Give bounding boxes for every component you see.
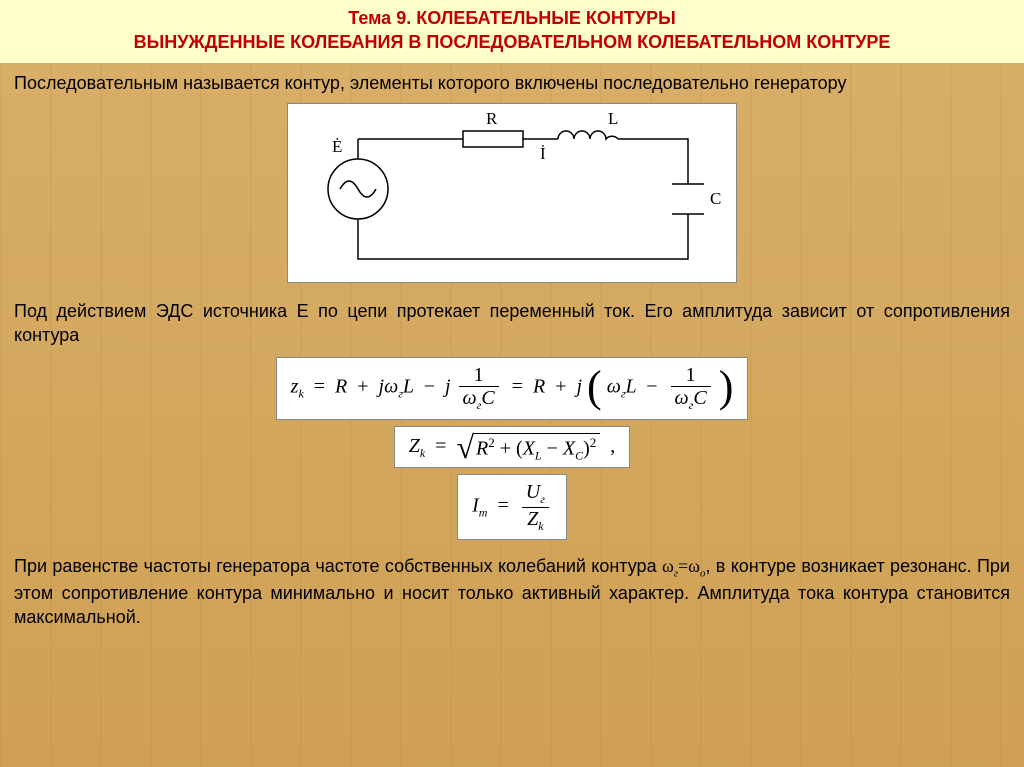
title-line-1: Тема 9. КОЛЕБАТЕЛЬНЫЕ КОНТУРЫ xyxy=(10,6,1014,30)
paragraph-2: Под действием ЭДС источника E по цепи пр… xyxy=(0,291,1024,352)
paragraph-3a: При равенстве частоты генератора частоте… xyxy=(14,556,662,576)
paragraph-1: Последовательным называется контур, элем… xyxy=(0,63,1024,99)
resonance-condition: ωг=ωо xyxy=(662,556,706,576)
circuit-diagram: Ė R L İ C xyxy=(287,103,737,283)
formula-1-row: zk = R + jωгL − j 1 ωгC = R + j ( ωгL − … xyxy=(0,357,1024,419)
paragraph-3: При равенстве частоты генератора частоте… xyxy=(0,546,1024,634)
circuit-label-l: L xyxy=(608,109,618,128)
circuit-label-r: R xyxy=(486,109,498,128)
circuit-label-i: İ xyxy=(540,144,546,163)
slide-title-block: Тема 9. КОЛЕБАТЕЛЬНЫЕ КОНТУРЫ ВЫНУЖДЕННЫ… xyxy=(0,0,1024,63)
formula-3-row: Im = Uг Zk xyxy=(0,474,1024,539)
formula-1: zk = R + jωгL − j 1 ωгC = R + j ( ωгL − … xyxy=(276,357,749,419)
title-line-2: ВЫНУЖДЕННЫЕ КОЛЕБАНИЯ В ПОСЛЕДОВАТЕЛЬНОМ… xyxy=(10,30,1014,54)
formula-2-row: Zk = √ R2 + (XL − XC)2 , xyxy=(0,426,1024,469)
circuit-label-e: Ė xyxy=(332,137,342,156)
circuit-label-c: C xyxy=(710,189,721,208)
formula-3: Im = Uг Zk xyxy=(457,474,567,539)
formula-2: Zk = √ R2 + (XL − XC)2 , xyxy=(394,426,631,469)
